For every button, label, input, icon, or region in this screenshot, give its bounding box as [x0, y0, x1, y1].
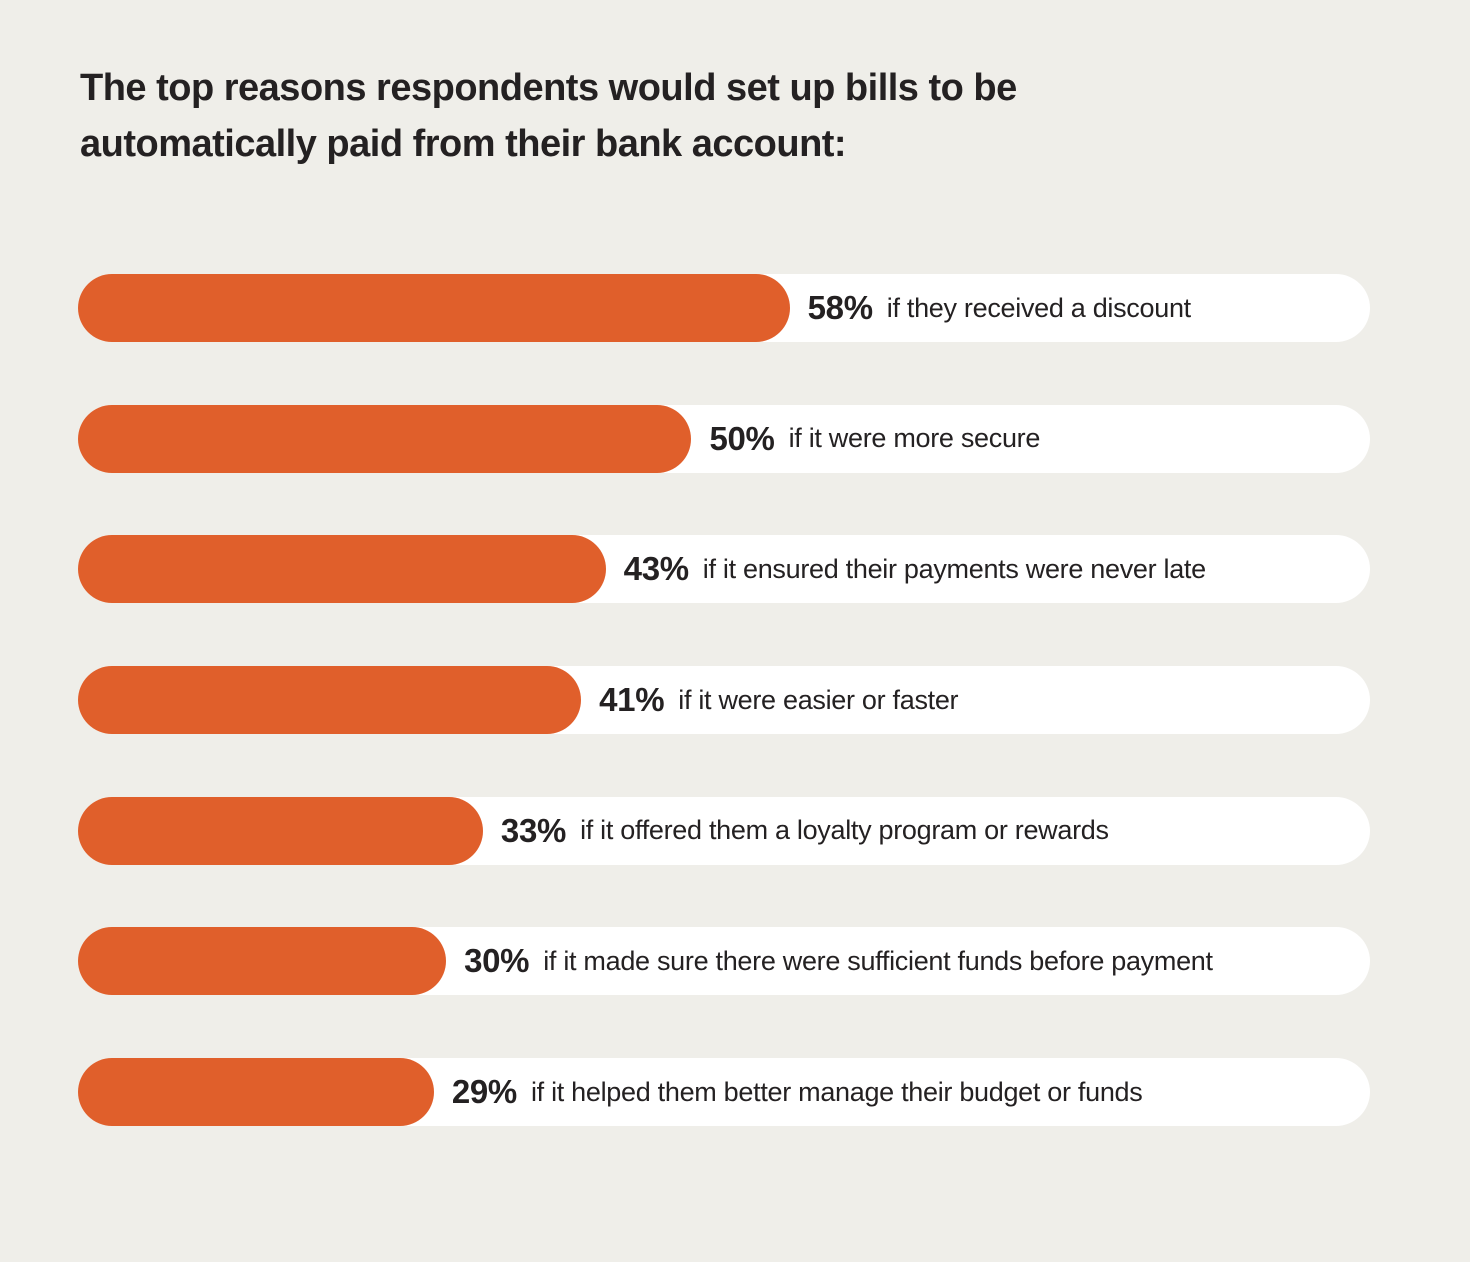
bar-value: 30%: [464, 942, 530, 980]
bar-row: 30% if it made sure there were sufficient…: [78, 927, 1370, 996]
bar-fill: [78, 274, 790, 342]
bar-value: 50%: [709, 419, 775, 457]
bar-fill: [78, 796, 483, 865]
page-title-line-2: automatically paid from their bank accou…: [80, 123, 847, 165]
bar-text: 33% if it offered them a loyalty program …: [501, 797, 1109, 865]
bar-value: 58%: [807, 289, 873, 326]
bar-label: if it offered them a loyalty program or …: [580, 815, 1109, 846]
bar-row: 50% if it were more secure: [78, 404, 1370, 473]
bar-fill: [78, 1058, 434, 1127]
bar-value: 43%: [623, 550, 689, 588]
bar-fill: [78, 404, 692, 473]
bar-row: 58% if they received a discount: [78, 274, 1370, 342]
bar-label: if it helped them better manage their bu…: [530, 1076, 1143, 1107]
bar-text: 50% if it were more secure: [709, 405, 1040, 473]
bar-label: if it made sure there were sufficient fu…: [543, 945, 1213, 976]
page-title-line-1: The top reasons respondents would set up…: [80, 67, 1017, 109]
bar-text: 29% if it helped them better manage their…: [452, 1058, 1143, 1126]
bar-label: if it ensured their payments were never …: [702, 553, 1206, 584]
bar-value: 41%: [599, 681, 665, 719]
bar-label: if it were more secure: [788, 423, 1041, 454]
bar-text: 58% if they received a discount: [807, 274, 1192, 342]
bar-text: 43% if it ensured their payments were nev…: [623, 535, 1207, 603]
bar-row: 41% if it were easier or faster: [78, 666, 1370, 735]
bar-row: 29% if it helped them better manage their…: [78, 1058, 1370, 1127]
bar-chart: 58% if they received a discount 50% if it w…: [78, 274, 1370, 1127]
bar-fill: [78, 927, 447, 996]
bar-fill: [78, 535, 606, 604]
bar-row: 43% if it ensured their payments were nev…: [78, 535, 1370, 604]
bar-value: 33%: [500, 811, 567, 849]
bar-text: 30% if it made sure there were sufficient…: [464, 927, 1213, 995]
bar-fill: [78, 666, 582, 735]
bar-label: if they received a discount: [886, 292, 1191, 323]
page-title: The top reasons respondents would set up…: [80, 60, 1017, 172]
bar-text: 41% if it were easier or faster: [599, 666, 958, 734]
bar-label: if it were easier or faster: [678, 684, 959, 715]
bar-value: 29%: [451, 1073, 517, 1111]
bar-row: 33% if it offered them a loyalty program …: [78, 796, 1370, 865]
